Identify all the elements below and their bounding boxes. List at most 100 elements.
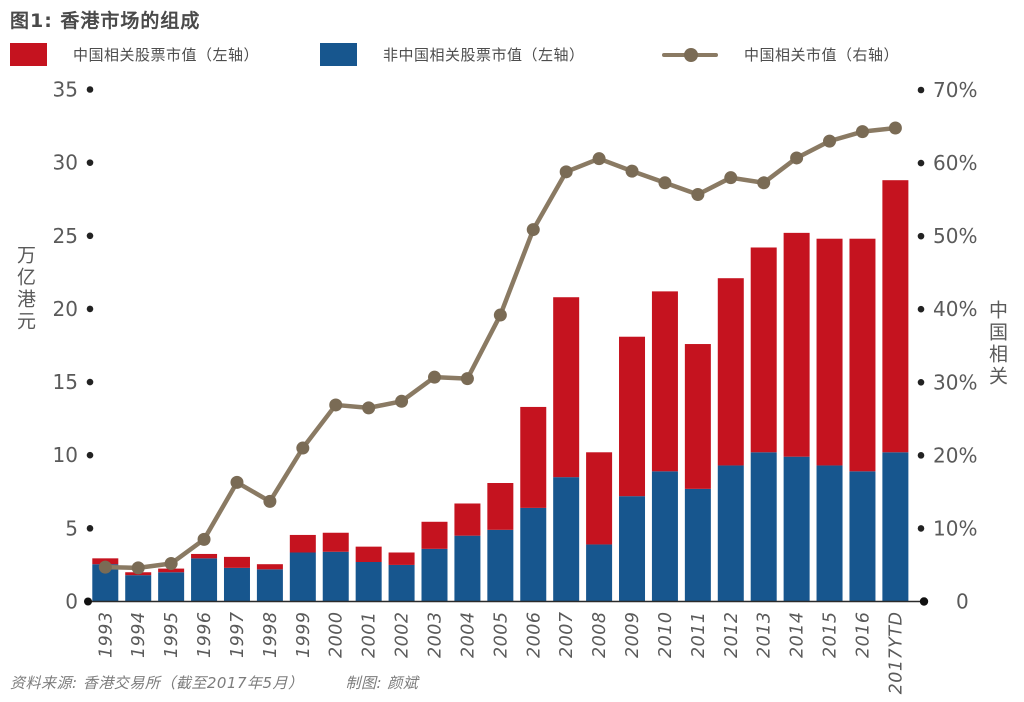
bar-non-china-2001 [355,562,382,602]
x-axis-left-end-dot [84,597,92,606]
bar-non-china-2013 [750,452,777,602]
legend: 中国相关股票市值（左轴） 非中国相关股票市值（左轴） 中国相关市值（右轴） [10,41,1014,67]
bar-china-2006 [520,406,547,508]
x-label-2012: 2012 [722,612,742,659]
bar-china-2000 [322,532,349,552]
bar-non-china-2012 [717,465,744,602]
right-tick-label: 30% [933,370,977,394]
legend-item-china-stocks: 中国相关股票市值（左轴） [10,41,259,67]
left-tick-dot [86,86,94,93]
bar-non-china-2008 [586,544,613,602]
bar-non-china-2004 [454,535,481,602]
bar-non-china-1999 [289,552,316,602]
right-tick-label: 10% [933,516,977,540]
right-tick-label: 70% [933,78,977,102]
legend-item-non-china-stocks: 非中国相关股票市值（左轴） [320,41,585,67]
bar-non-china-2005 [487,529,514,602]
red-swatch-icon [10,42,47,66]
right-axis-title: 中国相关 [986,300,1008,388]
line-point-1993 [98,560,112,574]
right-tick-label: 0 [956,590,969,614]
line-point-1999 [296,441,310,455]
right-tick-label: 40% [933,297,977,321]
bar-china-2009 [619,336,646,497]
right-tick-dot [917,232,925,240]
bar-china-1998 [256,564,283,570]
bar-non-china-2016 [849,471,876,602]
bar-china-2014 [783,232,810,457]
bar-non-china-2003 [421,548,448,602]
bar-china-2002 [388,552,415,565]
line-point-1995 [164,557,178,571]
x-label-2013: 2013 [755,612,775,659]
legend-label: 非中国相关股票市值（左轴） [383,45,585,64]
left-tick-label: 5 [65,516,78,540]
line-point-2015 [823,134,837,148]
x-label-1997: 1997 [228,612,248,659]
right-tick-label: 50% [933,224,977,248]
line-point-1994 [131,561,145,575]
bar-non-china-1995 [158,572,185,602]
bar-china-2005 [487,483,514,530]
line-point-2004 [460,372,474,386]
bar-non-china-2011 [684,488,711,602]
right-tick-dot [917,378,925,386]
bar-non-china-2006 [520,507,547,602]
bar-non-china-1994 [125,575,152,602]
left-tick-label: 25 [53,224,78,248]
x-label-2008: 2008 [590,612,610,659]
line-point-2002 [395,394,409,408]
line-point-2010 [658,176,672,190]
left-tick-dot [86,451,94,459]
blue-swatch-icon [320,42,357,66]
bar-china-2001 [355,546,382,563]
bar-non-china-2002 [388,564,415,602]
x-label-1993: 1993 [96,612,116,659]
left-tick-label: 30 [53,151,78,175]
legend-item-china-share-line: 中国相关市值（右轴） [662,41,899,67]
line-point-2017YTD [888,121,902,135]
x-label-2005: 2005 [491,612,511,659]
bar-china-1997 [223,556,250,568]
line-point-2013 [757,176,771,190]
left-tick-dot [86,378,94,386]
bar-china-2007 [553,297,580,478]
x-label-2007: 2007 [557,612,577,659]
left-tick-label: 10 [53,443,78,467]
bar-non-china-1996 [191,558,218,602]
line-point-2005 [493,308,507,322]
stacked-bar-line-chart: 0 5 10 15 20 25 30 35 0 10% 20% 30% 40% 50% 60% 70% 1993… [53,78,978,695]
line-point-2001 [362,401,376,415]
right-tick-dot [917,159,925,167]
chart-title: 图1: 香港市场的组成 [10,10,201,32]
bar-china-2004 [454,503,481,536]
x-label-2006: 2006 [524,612,544,659]
line-point-2016 [855,125,869,139]
bar-china-2016 [849,238,876,472]
bar-non-china-2009 [619,496,646,602]
line-point-2000 [329,398,343,412]
bar-china-1999 [289,534,316,553]
line-point-2014 [790,151,804,165]
right-tick-dot [917,525,925,532]
bar-china-2010 [651,291,678,472]
bar-non-china-2007 [553,477,580,602]
right-tick-dot [917,305,925,313]
bar-non-china-2014 [783,456,810,602]
line-marker-icon [662,43,718,66]
x-label-2014: 2014 [788,612,808,659]
line-point-2008 [592,152,606,166]
bar-non-china-2010 [651,471,678,602]
x-label-1995: 1995 [162,612,182,659]
line-point-1996 [197,532,211,546]
bar-non-china-1998 [256,569,283,602]
line-point-2012 [724,171,738,185]
left-tick-label: 0 [65,590,78,614]
legend-label: 中国相关市值（右轴） [744,45,900,64]
left-tick-dot [86,305,94,313]
bar-china-2008 [586,452,613,545]
bar-china-2015 [816,238,843,466]
line-point-2003 [428,370,441,384]
right-tick-dot [917,452,925,459]
x-label-2011: 2011 [689,612,709,659]
